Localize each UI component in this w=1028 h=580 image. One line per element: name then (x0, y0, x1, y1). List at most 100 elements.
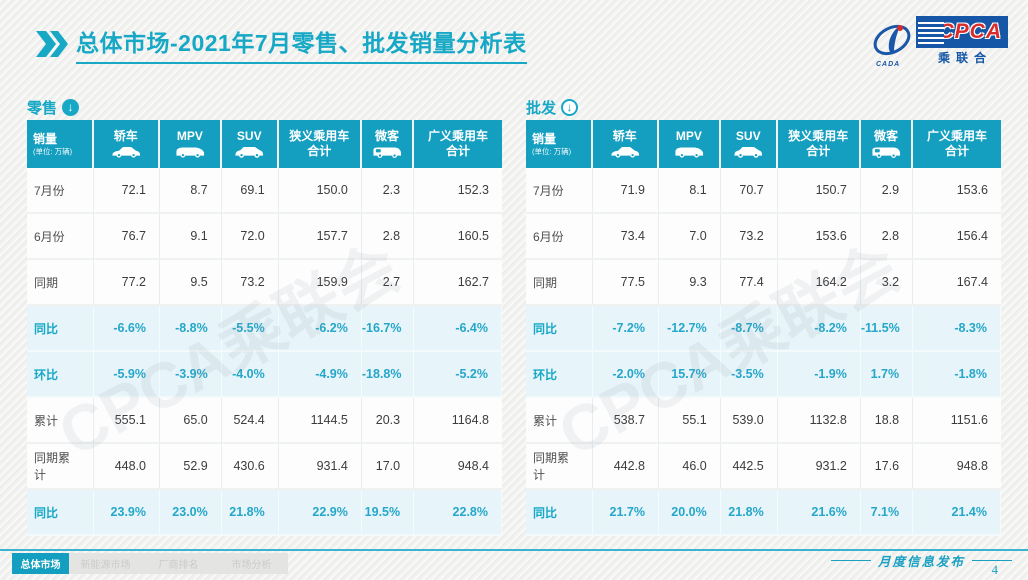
row-label: 累计 (27, 398, 94, 444)
data-cell: 448.0 (93, 444, 160, 490)
footer-tab[interactable]: 厂商排名 (142, 553, 215, 574)
suv-icon (224, 145, 275, 159)
data-cell: -5.2% (414, 352, 502, 398)
page-title-section: 总体市场 (76, 30, 170, 56)
column-header: MPV (659, 120, 721, 168)
data-cell: 524.4 (221, 398, 279, 444)
column-header: SUV (720, 120, 778, 168)
header-row: 销量 (单位: 万辆) 轿车 MPV SUV 狭义乘用车 合计 微客 广义乘用车 合计 (27, 120, 502, 168)
retail-section-header: 零售 (27, 96, 502, 118)
minibus-icon (863, 145, 909, 159)
data-cell: -12.7% (659, 306, 721, 352)
row-label: 环比 (526, 352, 593, 398)
data-cell: 150.7 (777, 168, 861, 214)
data-cell: 539.0 (720, 398, 778, 444)
data-cell: 22.8% (414, 490, 502, 536)
data-cell: 55.1 (659, 398, 721, 444)
row-label: 同期累计 (526, 444, 593, 490)
column-header: 轿车 (93, 120, 160, 168)
table-row: 同期累计 442.8 46.0 442.5 931.2 17.6 948.8 (526, 444, 1001, 490)
cpca-logo: CADA CPCA 乘联合 (870, 16, 1010, 70)
data-cell: 77.4 (720, 260, 778, 306)
table-row: 累计 538.7 55.1 539.0 1132.8 18.8 1151.6 (526, 398, 1001, 444)
double-chevron-icon (36, 31, 68, 57)
table-row: 累计 555.1 65.0 524.4 1144.5 20.3 1164.8 (27, 398, 502, 444)
page-title-rest: -2021年7月零售、批发销量分析表 (170, 30, 527, 56)
data-cell: 9.5 (160, 260, 222, 306)
table-row: 环比 -2.0% 15.7% -3.5% -1.9% 1.7% -1.8% (526, 352, 1001, 398)
table-row: 同期 77.5 9.3 77.4 164.2 3.2 167.4 (526, 260, 1001, 306)
data-cell: 2.9 (860, 168, 914, 214)
data-cell: 156.4 (913, 214, 1001, 260)
table-row: 同比 -6.6% -8.8% -5.5% -6.2% -16.7% -6.4% (27, 306, 502, 352)
table-row: 7月份 71.9 8.1 70.7 150.7 2.9 153.6 (526, 168, 1001, 214)
data-cell: -16.7% (361, 306, 415, 352)
column-header: 广义乘用车 合计 (913, 120, 1001, 168)
data-cell: 7.1% (860, 490, 914, 536)
data-cell: 2.3 (361, 168, 415, 214)
data-cell: 948.4 (414, 444, 502, 490)
data-cell: 442.5 (720, 444, 778, 490)
data-cell: 21.7% (592, 490, 659, 536)
data-cell: 7.0 (659, 214, 721, 260)
data-cell: -3.9% (160, 352, 222, 398)
data-cell: 1132.8 (777, 398, 861, 444)
table-row: 6月份 73.4 7.0 73.2 153.6 2.8 156.4 (526, 214, 1001, 260)
data-cell: -7.2% (592, 306, 659, 352)
data-cell: 20.0% (659, 490, 721, 536)
data-cell: 23.9% (93, 490, 160, 536)
mpv-icon (661, 145, 717, 159)
data-cell: -2.0% (592, 352, 659, 398)
footer-tab[interactable]: 新能源市场 (69, 553, 142, 574)
down-arrow-icon (561, 98, 579, 116)
data-cell: 73.2 (720, 214, 778, 260)
data-cell: -5.9% (93, 352, 160, 398)
data-cell: 20.3 (361, 398, 415, 444)
data-cell: 157.7 (278, 214, 362, 260)
data-cell: 73.4 (592, 214, 659, 260)
data-cell: 538.7 (592, 398, 659, 444)
data-cell: 9.3 (659, 260, 721, 306)
data-cell: 76.7 (93, 214, 160, 260)
row-label: 同期 (27, 260, 94, 306)
data-cell: 1151.6 (913, 398, 1001, 444)
suv-icon (723, 145, 774, 159)
data-cell: 17.0 (361, 444, 415, 490)
data-cell: 2.8 (361, 214, 415, 260)
retail-table: 销量 (单位: 万辆) 轿车 MPV SUV 狭义乘用车 合计 微客 广义乘用车 合计 7月份 72.… (27, 120, 502, 536)
data-cell: 77.5 (592, 260, 659, 306)
data-cell: 21.6% (777, 490, 861, 536)
data-cell: -4.9% (278, 352, 362, 398)
data-cell: 159.9 (278, 260, 362, 306)
row-label: 6月份 (27, 214, 94, 260)
data-cell: 167.4 (913, 260, 1001, 306)
data-cell: 160.5 (414, 214, 502, 260)
data-cell: 1164.8 (414, 398, 502, 444)
data-cell: 72.0 (221, 214, 279, 260)
row-label: 6月份 (526, 214, 593, 260)
header-row: 销量 (单位: 万辆) 轿车 MPV SUV 狭义乘用车 合计 微客 广义乘用车 合计 (526, 120, 1001, 168)
data-cell: 931.2 (777, 444, 861, 490)
row-label: 7月份 (526, 168, 593, 214)
data-cell: 931.4 (278, 444, 362, 490)
footer-tab[interactable]: 市场分析 (215, 553, 288, 574)
data-cell: 69.1 (221, 168, 279, 214)
row-label: 同比 (27, 490, 94, 536)
data-cell: -6.2% (278, 306, 362, 352)
data-cell: -6.4% (414, 306, 502, 352)
data-cell: 46.0 (659, 444, 721, 490)
data-cell: 70.7 (720, 168, 778, 214)
row-label: 同期累计 (27, 444, 94, 490)
mpv-icon (162, 145, 218, 159)
data-cell: 2.7 (361, 260, 415, 306)
table-row: 同比 -7.2% -12.7% -8.7% -8.2% -11.5% -8.3% (526, 306, 1001, 352)
cpca-box: CPCA (916, 16, 1008, 48)
data-cell: 21.8% (720, 490, 778, 536)
data-cell: 948.8 (913, 444, 1001, 490)
data-cell: -4.0% (221, 352, 279, 398)
footer-tab[interactable]: 总体市场 (12, 553, 69, 574)
data-cell: 164.2 (777, 260, 861, 306)
column-header: SUV (221, 120, 279, 168)
data-cell: 153.6 (913, 168, 1001, 214)
